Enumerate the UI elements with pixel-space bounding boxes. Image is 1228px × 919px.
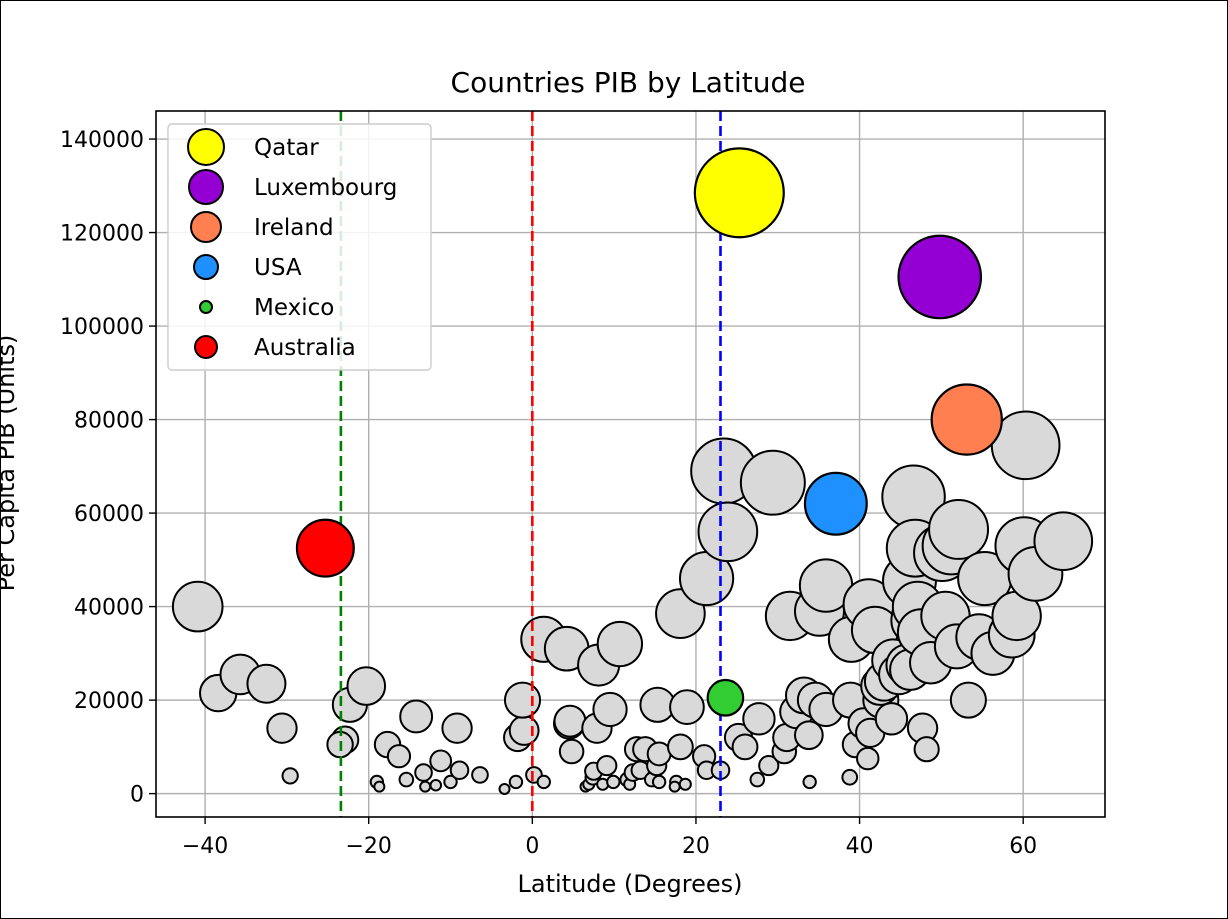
chart-title: Countries PIB by Latitude bbox=[451, 66, 806, 99]
legend-label-qatar: Qatar bbox=[254, 135, 319, 161]
x-tick-label: 60 bbox=[1009, 834, 1037, 859]
data-point bbox=[928, 498, 990, 560]
data-point bbox=[592, 691, 628, 728]
y-tick-label: 80000 bbox=[74, 409, 144, 434]
legend-marker-luxembourg bbox=[188, 169, 224, 205]
data-point bbox=[678, 777, 692, 791]
legend-marker-australia bbox=[194, 335, 218, 359]
data-point bbox=[558, 738, 585, 765]
data-point bbox=[508, 774, 524, 790]
data-point bbox=[739, 449, 806, 516]
data-point bbox=[386, 744, 412, 769]
data-point bbox=[498, 782, 511, 795]
data-point bbox=[414, 763, 433, 782]
highlight-point-mexico bbox=[706, 678, 745, 717]
highlight-point-luxembourg bbox=[897, 234, 983, 320]
y-tick-label: 100000 bbox=[60, 315, 144, 340]
data-point bbox=[949, 681, 987, 719]
data-point bbox=[281, 767, 299, 785]
legend-label-mexico: Mexico bbox=[254, 295, 334, 321]
data-point bbox=[429, 778, 443, 792]
data-point bbox=[651, 774, 667, 790]
data-point bbox=[742, 702, 776, 736]
data-point bbox=[802, 774, 817, 790]
data-point bbox=[841, 768, 859, 786]
data-point bbox=[266, 712, 298, 744]
legend-box bbox=[167, 123, 432, 371]
data-point bbox=[758, 754, 780, 777]
plot-frame bbox=[155, 110, 1106, 818]
legend-marker-ireland bbox=[190, 211, 222, 243]
x-tick-label: 40 bbox=[846, 834, 874, 859]
y-tick-label: 140000 bbox=[60, 128, 144, 153]
data-point bbox=[346, 666, 387, 706]
data-point bbox=[793, 720, 824, 751]
x-tick-label: 0 bbox=[525, 834, 539, 859]
y-axis-label: Per Capita PIB (Units) bbox=[0, 335, 20, 592]
y-tick-label: 40000 bbox=[74, 596, 144, 621]
y-tick-label: 60000 bbox=[74, 502, 144, 527]
data-point bbox=[399, 699, 434, 734]
y-tick-label: 0 bbox=[130, 783, 144, 808]
data-point bbox=[471, 766, 489, 784]
highlight-point-ireland bbox=[930, 383, 1003, 456]
legend-marker-mexico bbox=[199, 300, 213, 314]
data-point bbox=[171, 580, 224, 633]
data-point bbox=[667, 733, 694, 761]
data-point bbox=[373, 780, 386, 793]
legend-label-luxembourg: Luxembourg bbox=[254, 175, 397, 201]
highlight-point-usa bbox=[803, 471, 868, 536]
legend-label-australia: Australia bbox=[254, 335, 356, 361]
data-point bbox=[669, 689, 705, 725]
data-point bbox=[443, 774, 458, 790]
legend-label-usa: USA bbox=[254, 255, 302, 281]
data-point bbox=[246, 663, 287, 704]
data-point bbox=[749, 771, 766, 788]
legend: Qatar Luxembourg Ireland USA Mexico Australia bbox=[167, 123, 432, 371]
legend-marker-qatar bbox=[187, 128, 225, 166]
highlight-point-qatar bbox=[693, 147, 785, 239]
x-tick-label: −20 bbox=[345, 834, 391, 859]
x-tick-label: −40 bbox=[182, 834, 228, 859]
data-point bbox=[1033, 511, 1094, 571]
data-point bbox=[874, 702, 909, 736]
data-point bbox=[536, 774, 551, 790]
data-point bbox=[398, 771, 415, 788]
data-point bbox=[441, 712, 473, 744]
data-point bbox=[697, 501, 759, 563]
y-tick-label: 120000 bbox=[60, 222, 144, 247]
data-point bbox=[503, 681, 542, 719]
legend-label-ireland: Ireland bbox=[254, 215, 334, 241]
data-point bbox=[508, 715, 540, 746]
y-tick-label: 20000 bbox=[74, 689, 144, 714]
data-point bbox=[429, 749, 453, 773]
data-point bbox=[419, 780, 432, 793]
data-point bbox=[856, 746, 880, 771]
data-point bbox=[596, 754, 618, 777]
data-point bbox=[731, 733, 759, 761]
data-point bbox=[449, 760, 470, 781]
data-point bbox=[553, 704, 587, 738]
legend-marker-usa bbox=[193, 254, 219, 280]
x-tick-label: 20 bbox=[682, 834, 710, 859]
highlight-point-australia bbox=[295, 518, 355, 578]
data-point bbox=[913, 736, 940, 763]
data-point bbox=[606, 774, 621, 790]
x-axis-label: Latitude (Degrees) bbox=[518, 870, 743, 898]
data-point bbox=[668, 780, 681, 793]
data-point bbox=[596, 620, 644, 668]
